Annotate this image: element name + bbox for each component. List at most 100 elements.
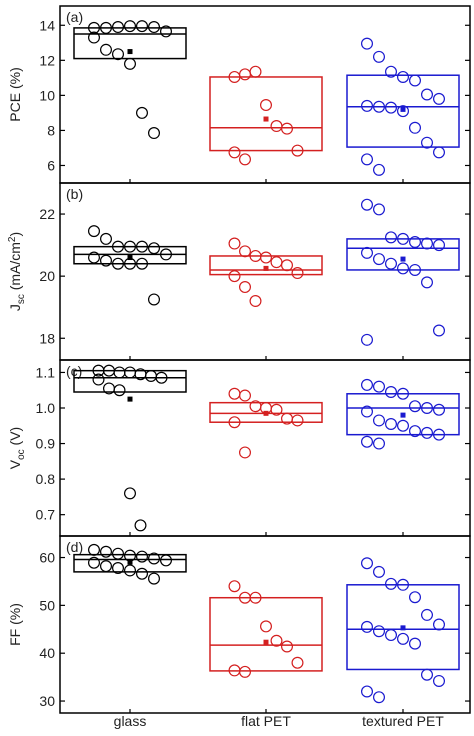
y-axis-label-tail: (V) (7, 427, 23, 450)
data-point (249, 65, 262, 78)
data-point (155, 371, 168, 384)
y-tick-label: 1.1 (36, 364, 56, 380)
data-point (239, 68, 252, 81)
mean-marker (127, 255, 133, 261)
data-point (87, 251, 100, 264)
y-axis-label-main: PCE (%) (7, 67, 23, 121)
data-point (433, 92, 446, 105)
box-1 (209, 387, 323, 459)
mean-marker (127, 49, 133, 55)
box-rect (346, 393, 460, 436)
data-point (433, 403, 446, 416)
y-tick-label: 20 (39, 268, 55, 284)
box-rect (346, 584, 460, 671)
data-point (361, 435, 374, 448)
mean-marker (400, 412, 406, 418)
data-point (228, 270, 241, 283)
data-point (409, 263, 422, 276)
box-2 (346, 557, 460, 704)
data-point (361, 333, 374, 346)
y-tick-label: 6 (47, 157, 55, 173)
data-point (361, 37, 374, 50)
data-point (421, 426, 434, 439)
data-point (409, 121, 422, 134)
data-point (160, 25, 173, 38)
data-point (249, 295, 262, 308)
mean-marker (263, 410, 269, 416)
box-0 (73, 225, 187, 306)
y-axis-label-sup: 2 (7, 236, 18, 242)
data-point (99, 232, 112, 245)
data-point (270, 403, 283, 416)
data-point (385, 257, 398, 270)
data-point (397, 262, 410, 275)
data-point (145, 370, 158, 383)
data-point (385, 101, 398, 114)
data-point (148, 242, 161, 255)
data-point (136, 106, 149, 119)
data-point (99, 43, 112, 56)
data-point (239, 389, 252, 402)
y-tick-label: 60 (39, 550, 55, 566)
panel-frame (59, 359, 471, 537)
data-point (123, 366, 136, 379)
data-point (270, 634, 283, 647)
data-point (136, 567, 149, 580)
y-axis-label-sub: sc (16, 294, 27, 304)
data-point (291, 656, 304, 669)
y-tick-label: 8 (47, 122, 55, 138)
y-axis-label-main: FF (%) (7, 603, 23, 646)
box-rect (73, 245, 187, 265)
mean-marker (400, 625, 406, 631)
data-point (373, 437, 386, 450)
data-point (123, 57, 136, 70)
data-point (134, 519, 147, 532)
y-tick-label: 1.0 (36, 400, 56, 416)
data-point (136, 240, 149, 253)
y-tick-label: 0.9 (36, 436, 56, 452)
data-point (111, 48, 124, 61)
data-point (421, 276, 434, 289)
data-point (421, 136, 434, 149)
y-axis-label: Voc (V) (7, 427, 27, 469)
y-tick-label: 30 (39, 693, 55, 709)
data-point (111, 547, 124, 560)
data-point (373, 203, 386, 216)
data-point (123, 20, 136, 33)
data-point (123, 487, 136, 500)
mean-marker (127, 396, 133, 402)
data-point (373, 380, 386, 393)
mean-marker (127, 559, 133, 565)
data-point (270, 256, 283, 269)
data-point (228, 146, 241, 159)
data-point (373, 50, 386, 63)
data-point (291, 267, 304, 280)
y-axis-label: PCE (%) (7, 67, 23, 121)
x-label-flat-pet: flat PET (241, 713, 291, 729)
data-point (270, 120, 283, 133)
data-point (397, 419, 410, 432)
y-axis-label-main: V (7, 459, 23, 469)
data-point (421, 237, 434, 250)
y-tick-label: 40 (39, 645, 55, 661)
data-point (99, 254, 112, 267)
data-point (397, 105, 410, 118)
data-point (87, 543, 100, 556)
box-0 (73, 364, 187, 532)
x-category-labels: glass flat PET textured PET (114, 713, 445, 729)
data-point (373, 100, 386, 113)
mean-marker (400, 106, 406, 112)
data-point (409, 591, 422, 604)
box-rect (209, 76, 323, 152)
box-rect (73, 369, 187, 393)
box-rect (346, 74, 460, 148)
data-point (148, 293, 161, 306)
data-point (373, 253, 386, 266)
panel-a: (a) 6 8 10 12 14 PCE (%) (7, 5, 471, 184)
data-point (373, 414, 386, 427)
data-point (433, 146, 446, 159)
data-point (433, 239, 446, 252)
data-point (111, 240, 124, 253)
data-point (409, 637, 422, 650)
